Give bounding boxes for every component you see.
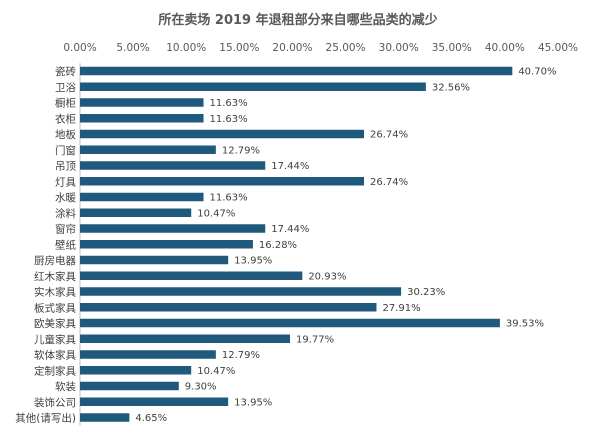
x-tick-label: 10.00% bbox=[166, 42, 206, 54]
bar bbox=[80, 303, 377, 312]
category-label: 实木家具 bbox=[34, 286, 76, 299]
category-labels: 瓷砖卫浴橱柜衣柜地板门窗吊顶灯具水暖涂料窗帘壁纸厨房电器红木家具实木家具板式家具… bbox=[15, 65, 76, 425]
category-label: 灯具 bbox=[55, 176, 76, 188]
bar bbox=[80, 129, 365, 139]
x-tick-label: 0.00% bbox=[63, 42, 96, 54]
value-label: 11.63% bbox=[210, 193, 248, 204]
category-label: 定制家具 bbox=[34, 364, 76, 377]
bar bbox=[80, 161, 266, 170]
value-label: 40.70% bbox=[518, 67, 556, 78]
value-label: 11.63% bbox=[210, 114, 248, 125]
category-label: 衣柜 bbox=[55, 112, 76, 125]
category-label: 软装 bbox=[55, 380, 76, 393]
bar bbox=[80, 114, 204, 123]
bar bbox=[80, 318, 500, 328]
category-label: 厨房电器 bbox=[34, 254, 76, 267]
x-tick-label: 5.00% bbox=[116, 42, 149, 54]
value-label: 17.44% bbox=[271, 224, 309, 235]
category-label: 红木家具 bbox=[34, 270, 76, 283]
value-label: 19.77% bbox=[296, 334, 334, 345]
bar bbox=[80, 381, 179, 391]
category-label: 门窗 bbox=[55, 144, 76, 157]
bar bbox=[80, 208, 192, 217]
bar bbox=[80, 287, 402, 296]
category-label: 水暖 bbox=[55, 191, 76, 204]
category-label: 软体家具 bbox=[34, 349, 76, 362]
bar bbox=[80, 66, 513, 76]
category-label: 吊顶 bbox=[55, 161, 76, 173]
bar bbox=[80, 397, 229, 406]
value-label: 10.47% bbox=[197, 366, 235, 377]
category-label: 瓷砖 bbox=[55, 65, 76, 78]
bar bbox=[80, 350, 216, 359]
value-label: 13.95% bbox=[234, 397, 272, 408]
x-axis-ticks: 0.00% 5.00% 10.00% 15.00% 20.00% 25.00% 30.00%… bbox=[63, 42, 578, 54]
value-label: 4.65% bbox=[135, 413, 167, 424]
x-tick-label: 35.00% bbox=[432, 42, 472, 54]
bars bbox=[80, 66, 513, 422]
bar bbox=[80, 177, 365, 186]
category-label: 儿童家具 bbox=[34, 333, 76, 346]
value-label: 27.91% bbox=[382, 303, 420, 314]
category-label: 涂料 bbox=[55, 207, 76, 220]
bar bbox=[80, 82, 426, 91]
value-label: 26.74% bbox=[370, 130, 408, 141]
category-label: 地板 bbox=[55, 128, 76, 141]
bar bbox=[80, 145, 216, 154]
bar bbox=[80, 192, 204, 202]
x-tick-label: 15.00% bbox=[219, 42, 259, 54]
value-label: 12.79% bbox=[222, 145, 260, 156]
category-label: 橱柜 bbox=[55, 97, 76, 110]
bar bbox=[80, 240, 253, 249]
category-label: 其他(请写出) bbox=[15, 412, 76, 425]
value-label: 12.79% bbox=[222, 350, 260, 361]
value-label: 11.63% bbox=[210, 98, 248, 109]
value-label: 17.44% bbox=[271, 161, 309, 172]
value-label: 13.95% bbox=[234, 256, 272, 267]
value-labels: 40.70% 32.56% 11.63% 11.63% 26.74% 12.79% 17.4… bbox=[135, 67, 556, 425]
value-label: 10.47% bbox=[197, 208, 235, 219]
bar bbox=[80, 413, 130, 422]
x-tick-label: 40.00% bbox=[485, 42, 525, 54]
bar bbox=[80, 98, 204, 107]
value-label: 39.53% bbox=[506, 319, 544, 330]
chart-title: 所在卖场 2019 年退租部分来自哪些品类的减少 bbox=[158, 12, 437, 28]
bar bbox=[80, 255, 229, 265]
category-label: 窗帘 bbox=[55, 223, 76, 236]
bar bbox=[80, 224, 266, 233]
bar bbox=[80, 366, 192, 375]
bar bbox=[80, 334, 291, 343]
value-label: 32.56% bbox=[432, 82, 470, 93]
x-tick-label: 30.00% bbox=[379, 42, 419, 54]
value-label: 20.93% bbox=[308, 271, 346, 282]
value-label: 26.74% bbox=[370, 177, 408, 188]
x-tick-label: 20.00% bbox=[272, 42, 312, 54]
category-label: 壁纸 bbox=[55, 238, 76, 251]
value-label: 16.28% bbox=[259, 240, 297, 251]
category-label: 欧美家具 bbox=[34, 317, 76, 330]
category-label: 卫浴 bbox=[55, 82, 76, 94]
bar bbox=[80, 271, 303, 280]
value-label: 9.30% bbox=[185, 382, 217, 393]
value-label: 30.23% bbox=[407, 287, 445, 298]
x-tick-label: 25.00% bbox=[326, 42, 366, 54]
category-label: 板式家具 bbox=[34, 301, 76, 314]
x-tick-label: 45.00% bbox=[538, 42, 578, 54]
category-label: 装饰公司 bbox=[34, 396, 76, 409]
